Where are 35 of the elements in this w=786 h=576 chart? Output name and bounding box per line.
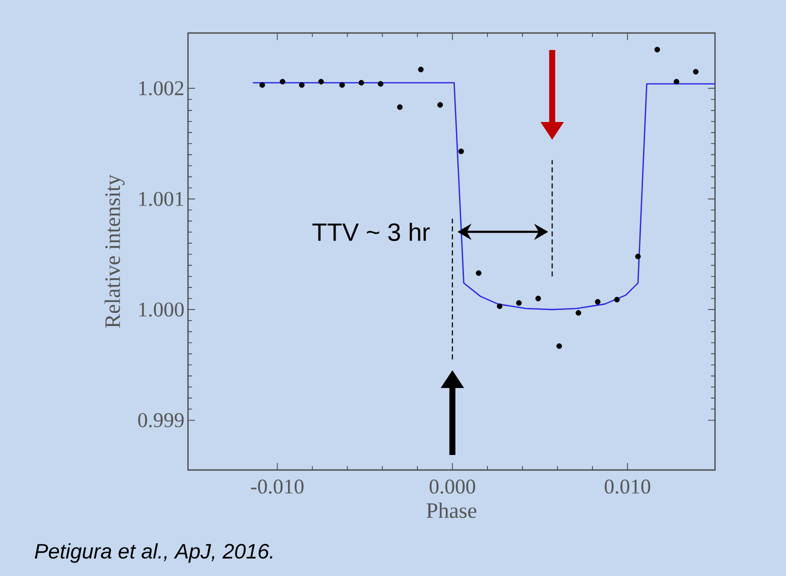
point [418,66,424,72]
point [476,270,482,276]
annotation: TTV ~ 3 hr [312,222,430,241]
point [692,68,699,75]
x-tick-label: 0.000 [430,480,476,494]
point [576,310,582,316]
point [299,82,305,88]
line-series [252,82,716,310]
point [535,296,541,302]
point [635,254,641,260]
point [674,78,680,84]
point [437,102,443,108]
point [280,78,286,84]
point [458,148,464,154]
x-axis-title: Phase [426,502,476,518]
y-tick-label: 1.000 [139,302,184,317]
point [516,300,522,306]
point [259,82,266,88]
point [496,303,502,310]
y-axis-title: Relative intensity [104,174,125,328]
point [339,82,345,88]
point [318,78,324,84]
point [378,81,384,87]
y-tick-label: 1.001 [139,192,184,206]
point [614,296,620,302]
point [556,343,562,349]
point [397,104,403,110]
point [654,46,660,52]
y-tick-label: 0.999 [138,413,184,428]
y-tick-label: 1.002 [139,81,184,96]
x-tick-label: 0.010 [604,480,650,494]
text: Petigura et al., ApJ, 2016. [34,543,272,563]
point [358,80,364,86]
x-tick-label: -0.010 [251,480,304,494]
point [594,299,600,305]
